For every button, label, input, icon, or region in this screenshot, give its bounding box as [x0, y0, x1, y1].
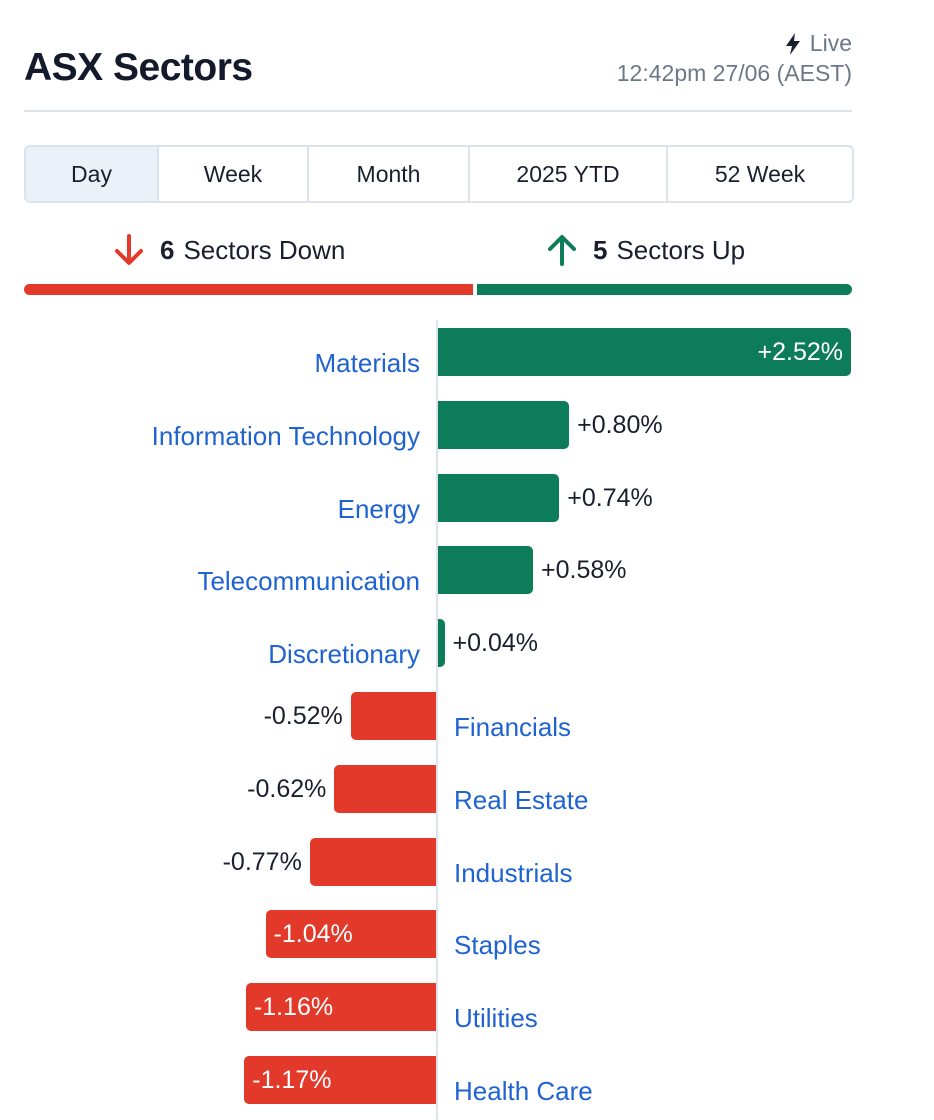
value-label-industrials: -0.77%: [222, 848, 302, 876]
sectors-up-summary: 5 Sectors Up: [545, 232, 745, 268]
tab-week[interactable]: Week: [159, 147, 309, 201]
bar-real-estate: [334, 765, 436, 813]
sectors-down-ratio-bar: [24, 284, 473, 295]
value-label-discretionary: +0.04%: [452, 629, 539, 657]
tab-52-week[interactable]: 52 Week: [714, 160, 806, 187]
sector-link-real-estate[interactable]: Real Estate: [454, 785, 589, 815]
value-label-information-technology: +0.80%: [577, 411, 663, 439]
value-label-financials: -0.52%: [263, 702, 343, 730]
sector-link-telecommunication[interactable]: Telecommunication: [197, 566, 420, 596]
sectors-up-count: 5: [593, 234, 608, 265]
live-label: Live: [809, 30, 852, 56]
bar-health-care: [244, 1056, 436, 1104]
value-label-health-care: -1.17%: [252, 1066, 332, 1094]
value-label-materials: +2.52%: [757, 338, 844, 366]
bar-energy: [438, 474, 560, 522]
sector-link-energy[interactable]: Energy: [337, 494, 420, 524]
bar-information-technology: [438, 401, 570, 449]
sector-link-staples[interactable]: Staples: [454, 930, 541, 960]
period-tabs: Day Week Month 2025 YTD 52 Week: [24, 145, 854, 203]
chart-zero-axis: [436, 320, 438, 1120]
bar-materials: [438, 328, 851, 376]
sector-link-utilities[interactable]: Utilities: [454, 1003, 538, 1033]
tab-day[interactable]: Day: [26, 147, 159, 201]
sector-link-discretionary[interactable]: Discretionary: [268, 639, 420, 669]
value-label-energy: +0.74%: [567, 484, 653, 512]
sector-link-industrials[interactable]: Industrials: [454, 858, 573, 888]
arrow-up-icon: [548, 235, 576, 266]
sectors-up-label: Sectors Up: [616, 234, 746, 265]
lightning-bolt-icon: [785, 32, 800, 55]
bar-staples: [265, 910, 436, 958]
value-label-real-estate: -0.62%: [247, 775, 327, 803]
value-label-utilities: -1.16%: [253, 993, 334, 1021]
bar-financials: [350, 692, 436, 740]
bar-telecommunication: [438, 546, 534, 594]
sector-link-financials[interactable]: Financials: [454, 712, 572, 742]
sector-link-materials[interactable]: Materials: [314, 348, 420, 378]
sectors-down-summary: 6 Sectors Down: [112, 232, 345, 268]
tab-month[interactable]: Month: [309, 147, 470, 201]
bar-industrials: [309, 838, 436, 886]
tab-2025-ytd[interactable]: 2025 YTD: [470, 147, 668, 201]
header-divider: [24, 110, 852, 112]
bar-utilities: [245, 983, 436, 1031]
sector-link-health-care[interactable]: Health Care: [454, 1076, 593, 1106]
last-updated-timestamp: 12:42pm 27/06 (AEST): [616, 60, 852, 86]
sector-link-information-technology[interactable]: Information Technology: [151, 421, 420, 451]
value-label-staples: -1.04%: [273, 920, 353, 948]
live-indicator: Live: [784, 30, 852, 57]
sectors-down-label: Sectors Down: [183, 234, 346, 265]
value-label-telecommunication: +0.58%: [541, 556, 627, 584]
sectors-down-count: 6: [160, 234, 175, 265]
page-title: ASX Sectors: [24, 46, 253, 89]
bar-discretionary: [438, 619, 445, 667]
arrow-down-icon: [115, 234, 143, 265]
sectors-up-ratio-bar: [477, 284, 852, 295]
